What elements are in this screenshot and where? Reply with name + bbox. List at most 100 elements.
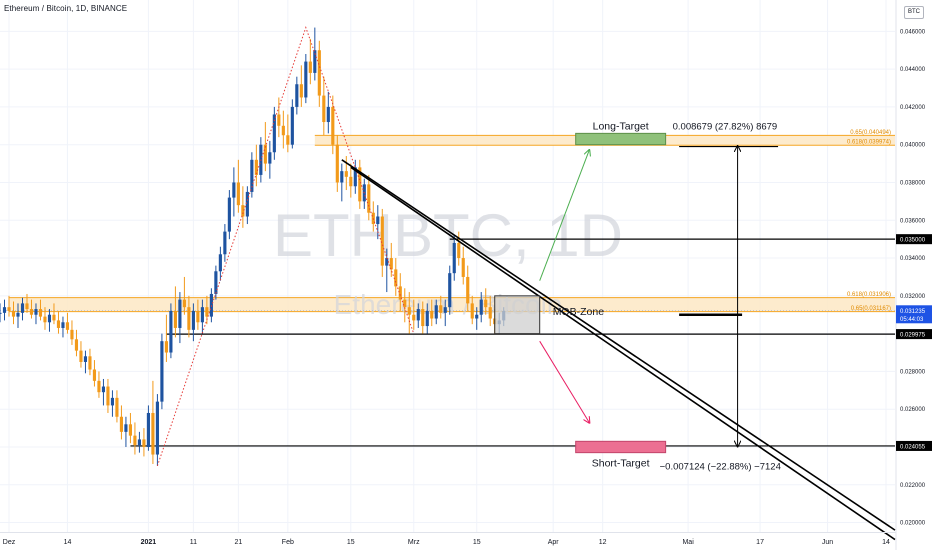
y-tick-label: 0.044000 [900,67,926,73]
trend-channel-line [350,166,896,541]
candle-body [380,216,384,266]
candle-body [88,356,92,370]
x-tick-label: 14 [64,539,72,546]
candle-body [403,299,407,308]
candle-body [299,84,303,98]
y-tick-label: 0.036000 [900,218,926,224]
candle-body [272,114,276,153]
candle-body [376,216,380,225]
candle-body [119,416,124,432]
mob-zone-box [494,295,541,335]
y-tick-label: 0.026000 [900,407,926,413]
candle-body [304,61,308,98]
candle-body [308,61,312,73]
candle-body [331,106,335,145]
candle-body [466,276,470,304]
candle-body [286,135,290,145]
candle-body [20,303,25,313]
candle-body [340,171,344,183]
candle-body [146,412,150,447]
candle-body [205,307,209,317]
candle-body [196,310,200,323]
candle-body [38,309,43,317]
candle-body [250,159,254,192]
candle-body [241,205,245,217]
candle-body [461,258,465,277]
candle-body [79,350,83,362]
candle-body [164,341,168,353]
price-level-tag [896,440,932,451]
candle-body [430,310,434,319]
candle-body [475,314,479,319]
candle-body [398,286,402,300]
candle-body [43,316,47,323]
candle-body [70,329,74,340]
candle-body [137,439,141,446]
y-tick-label: 0.046000 [900,29,926,35]
candle-body [457,242,461,259]
candle-body [326,106,330,123]
candle-body [443,307,447,313]
candle-body [56,320,61,328]
candle-body [488,307,492,319]
candle-body [2,307,7,313]
y-tick-label: 0.042000 [900,105,926,111]
candle-body [187,307,191,330]
x-tick-label: 2021 [141,539,157,546]
y-tick-label: 0.038000 [900,180,926,186]
candle-body [124,424,128,432]
short-target-measure: −0.007124 (−22.88%) −7124 [660,462,781,473]
x-tick-label: Apr [548,539,560,546]
annotation-layer: Long-Target 0.008679 (27.82%) 8679 Short-T… [553,120,781,472]
long-target-label: Long-Target [593,120,649,132]
x-tick-label: 12 [599,539,607,546]
symbol-title: Ethereum / Bitcoin, 1D, BINANCE [4,4,128,13]
current-price-countdown: 05:44:03 [900,317,924,323]
candle-body [245,191,249,217]
candle-body [394,269,398,287]
candle-body [268,152,272,164]
candle-body [232,182,236,198]
candle-body [47,314,52,323]
candle-body [11,310,16,317]
price-level-tag-label: 0.029975 [900,333,926,339]
candle-body [263,144,267,164]
y-tick-label: 0.028000 [900,369,926,375]
candle-body [173,310,177,328]
candle-body [142,439,146,447]
short-projection-arrow [539,340,589,422]
current-price-tag [896,305,932,324]
candle-body [223,231,227,255]
x-tick-label: Mrz [408,539,420,546]
fib-retracement-line [156,26,415,467]
price-level-tag [896,329,932,340]
candle-body [97,380,101,393]
currency-badge[interactable]: BTC [904,6,924,19]
candle-body [52,314,56,321]
price-axis-panel [896,0,932,550]
watermark-symbol: ETHBTC, 1D [273,202,623,269]
candle-body [412,314,416,321]
x-tick-label: 15 [473,539,481,546]
candle-body [115,397,119,417]
candle-body [160,341,164,402]
drawing-layer [156,26,896,541]
candle-body [322,95,326,123]
candle-body [29,309,34,315]
candle-body [385,258,389,266]
candle-body [200,307,204,323]
x-tick-label: 15 [347,539,355,546]
candle-body [191,310,195,330]
candle-body [133,435,137,446]
candle-body [169,310,173,353]
candle-body [389,258,393,270]
candle-body [448,273,452,308]
candle-body [479,299,483,315]
x-tick-label: 21 [234,539,242,546]
candle-body [16,312,20,317]
x-tick-label: 14 [882,539,890,546]
candle-body [7,307,11,311]
fib-zone [8,297,895,312]
candle-body [484,299,488,308]
